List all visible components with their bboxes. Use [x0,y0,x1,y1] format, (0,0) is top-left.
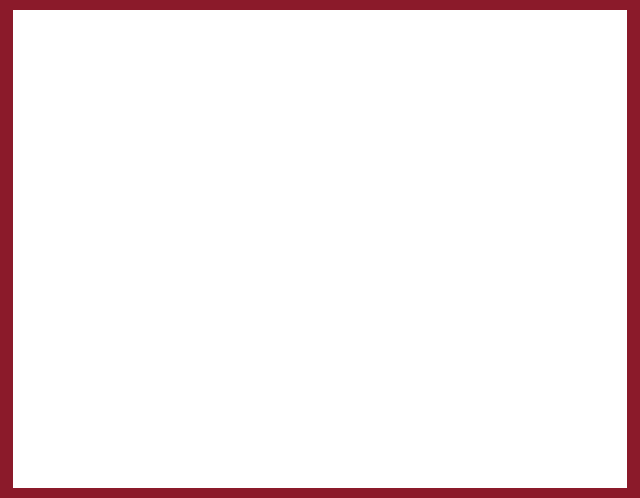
Malaysia [198,237,206,243]
Philippines [296,249,303,255]
Philippines [198,224,206,230]
Line: Thailand: Thailand [99,218,451,361]
Malaysia [100,306,108,312]
Philippines [149,284,157,290]
Thailand [394,262,401,268]
Line: Indonesia: Indonesia [100,158,450,381]
Philippines [394,215,401,221]
Thailand [100,353,108,359]
Indonesia [149,362,157,368]
Indonesia [100,375,108,381]
Philippines [344,241,352,247]
Malaysia [247,172,255,178]
Malaysia [296,129,303,135]
Thailand [149,336,157,342]
Thailand [442,220,450,226]
X-axis label: Year: Year [260,467,291,480]
Indonesia [442,159,450,165]
Title: Percentage of the population living in cities: Percentage of the population living in c… [34,24,516,43]
Y-axis label: Percentage (%) of total population: Percentage (%) of total population [47,122,60,366]
Malaysia [442,77,450,83]
Indonesia [198,327,206,333]
Malaysia [344,112,352,118]
Thailand [344,293,352,299]
Philippines [442,194,450,200]
Indonesia [247,306,255,312]
Line: Malaysia: Malaysia [100,77,450,312]
Indonesia [344,211,352,217]
Line: Philippines: Philippines [101,193,449,303]
Philippines [247,237,255,243]
Philippines [100,297,108,303]
Indonesia [394,172,401,178]
Legend: Philippines, Malaysia, Thailand, Indonesia: Philippines, Malaysia, Thailand, Indones… [474,165,604,254]
Malaysia [149,258,157,264]
Thailand [247,306,255,312]
Malaysia [394,86,401,92]
Indonesia [296,249,303,255]
Thailand [198,306,206,312]
Thailand [296,297,303,303]
